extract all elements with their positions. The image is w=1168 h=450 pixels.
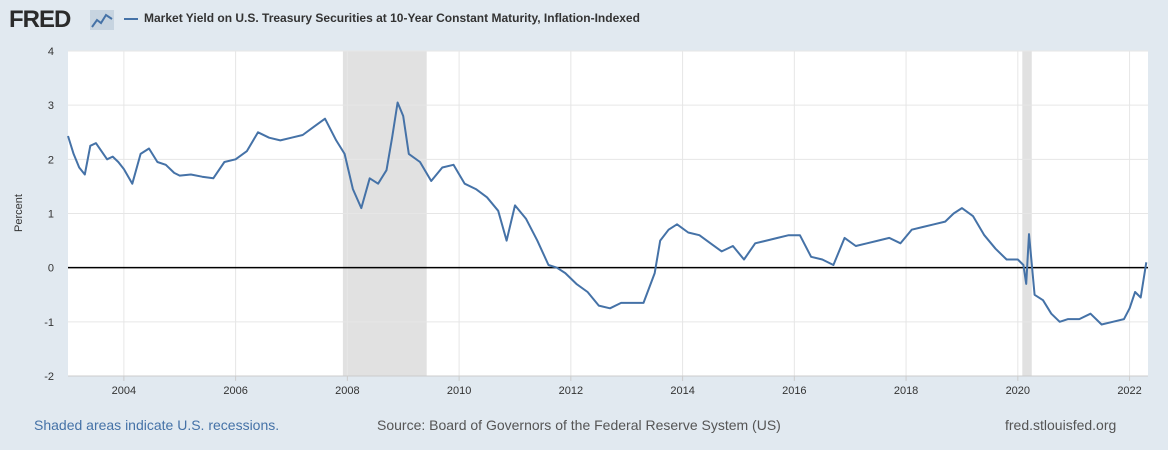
x-tick-label: 2014	[670, 385, 694, 397]
legend-swatch	[124, 18, 138, 20]
y-tick-label: -1	[44, 317, 54, 329]
legend-series-label[interactable]: Market Yield on U.S. Treasury Securities…	[144, 11, 640, 25]
y-tick-label: -2	[44, 371, 54, 383]
series-layer	[67, 101, 1148, 326]
series-line[interactable]	[67, 101, 1148, 326]
y-axis-title: Percent	[13, 194, 25, 232]
x-tick-label: 2010	[447, 385, 471, 397]
x-tick-label: 2022	[1117, 385, 1141, 397]
x-tick-label: 2006	[223, 385, 247, 397]
x-tick-label: 2018	[894, 385, 918, 397]
y-tick-label: 1	[48, 209, 54, 221]
y-tick-label: 2	[48, 154, 54, 166]
x-tick-label: 2012	[559, 385, 583, 397]
chart-footer: Shaded areas indicate U.S. recessions. S…	[0, 414, 1168, 438]
fred-logo[interactable]: FRED	[9, 6, 71, 33]
y-tick-label: 3	[48, 100, 54, 112]
fred-chart-icon	[90, 10, 114, 30]
site-link[interactable]: fred.stlouisfed.org	[1005, 417, 1117, 433]
chart-header: FRED Market Yield on U.S. Treasury Secur…	[0, 0, 1168, 40]
x-tick-label: 2020	[1006, 385, 1030, 397]
x-tick-label: 2016	[782, 385, 806, 397]
y-axis: -2 -1 0 1 2 3 4	[44, 46, 54, 383]
y-tick-label: 0	[48, 263, 54, 275]
y-tick-label: 4	[48, 46, 54, 58]
source-text: Source: Board of Governors of the Federa…	[377, 417, 781, 433]
x-axis: 2004 2006 2008 2010 2012 2014 2016 2018 2020 2022	[68, 375, 1148, 397]
recession-note[interactable]: Shaded areas indicate U.S. recessions.	[34, 417, 280, 433]
x-tick-label: 2004	[112, 385, 136, 397]
x-tick-label: 2008	[335, 385, 359, 397]
